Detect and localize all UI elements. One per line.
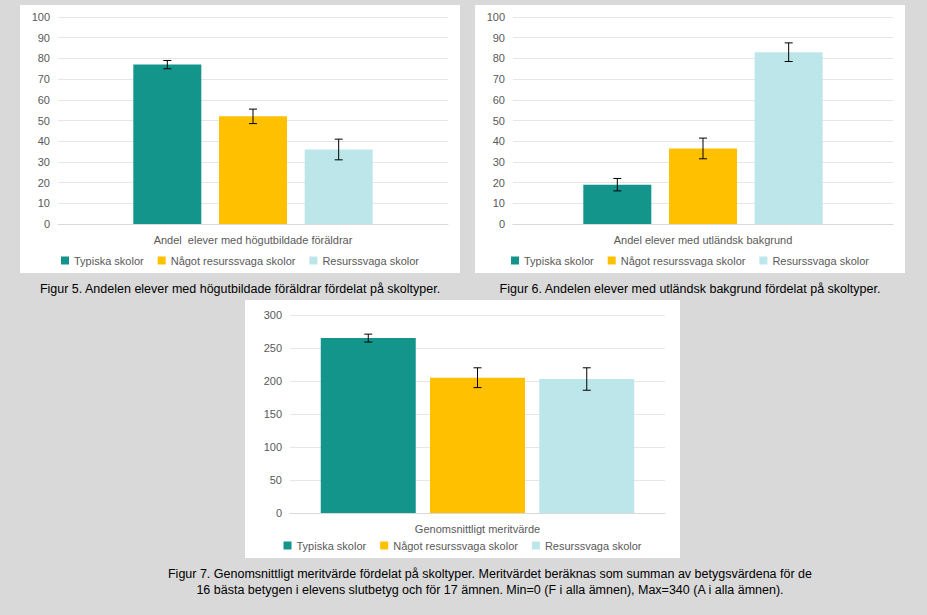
svg-text:10: 10 [38,197,50,209]
svg-text:40: 40 [38,135,50,147]
svg-text:300: 300 [264,309,282,321]
svg-text:60: 60 [38,94,50,106]
svg-text:Resurssvaga skolor: Resurssvaga skolor [545,540,642,552]
svg-text:40: 40 [493,135,505,147]
svg-text:Resurssvaga skolor: Resurssvaga skolor [772,255,869,267]
html-text:Figur 7. Genomsnittligt meritv: Figur 7. Genomsnittligt meritvärde förde… [168,567,812,597]
svg-text:100: 100 [32,11,50,23]
svg-text:Genomsnittligt meritvärde: Genomsnittligt meritvärde [415,523,540,535]
svg-text:90: 90 [38,32,50,44]
svg-text:80: 80 [493,52,505,64]
svg-text:70: 70 [38,73,50,85]
svg-text:70: 70 [493,73,505,85]
svg-text:Typiska skolor: Typiska skolor [74,255,144,267]
svg-text:50: 50 [270,474,282,486]
svg-text:10: 10 [493,197,505,209]
svg-text:80: 80 [38,52,50,64]
svg-text:Något resurssvaga skolor: Något resurssvaga skolor [393,540,518,552]
svg-text:20: 20 [38,177,50,189]
svg-text:200: 200 [264,375,282,387]
svg-text:50: 50 [38,115,50,127]
svg-text:90: 90 [493,32,505,44]
svg-text:30: 30 [38,156,50,168]
svg-text:30: 30 [493,156,505,168]
svg-text:Typiska skolor: Typiska skolor [524,255,594,267]
svg-text:0: 0 [499,218,505,230]
svg-text:250: 250 [264,342,282,354]
svg-text:Resurssvaga skolor: Resurssvaga skolor [322,255,419,267]
svg-text:Något resurssvaga skolor: Något resurssvaga skolor [171,255,296,267]
svg-text:100: 100 [264,441,282,453]
svg-text:0: 0 [44,218,50,230]
svg-text:Andel elever med högutbildade: Andel elever med högutbildade föräldrar [154,234,353,246]
svg-text:60: 60 [493,94,505,106]
svg-text:Typiska skolor: Typiska skolor [296,540,366,552]
svg-text:Andel elever med utländsk bakg: Andel elever med utländsk bakgrund [614,234,793,246]
svg-text:Något resurssvaga skolor: Något resurssvaga skolor [621,255,746,267]
svg-text:20: 20 [493,177,505,189]
svg-text:0: 0 [276,507,282,519]
html-text:Figur 5. Andelen elever med hö: Figur 5. Andelen elever med högutbildade… [39,282,441,296]
svg-text:50: 50 [493,115,505,127]
svg-text:100: 100 [487,11,505,23]
html-text:Figur 6. Andelen elever med ut: Figur 6. Andelen elever med utländsk bak… [499,282,881,296]
svg-text:150: 150 [264,408,282,420]
